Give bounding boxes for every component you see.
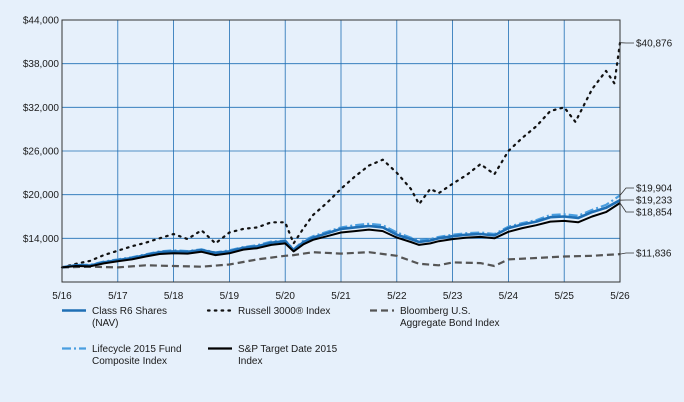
end-value-label: $18,854 [636,208,673,219]
legend: Class R6 Shares(NAV) Russell 3000® Index B… [62,306,500,367]
end-value-label: $40,876 [636,39,673,50]
x-tick-label: 5/24 [499,291,519,302]
legend-item: Russell 3000® Index [206,306,330,317]
y-tick-label: $14,000 [23,234,60,245]
legend-label: (NAV) [92,318,118,329]
legend-label: Bloomberg U.S. [400,306,471,317]
series-line [60,41,622,269]
x-tick-label: 5/19 [220,291,240,302]
legend-label: Composite Index [92,356,167,367]
x-tick-label: 5/17 [108,291,128,302]
grid [62,19,620,282]
x-tick-label: 5/26 [610,291,630,302]
y-tick-label: $20,000 [23,190,60,201]
legend-label: Index [238,356,262,367]
y-tick-label: $44,000 [23,16,60,27]
legend-label: S&P Target Date 2015 [238,344,338,355]
end-value-label: $19,233 [636,196,673,207]
y-axis-ticks: $14,000 $20,000 $26,000 $32,000 $38,000 $44,0… [23,16,60,245]
x-tick-label: 5/22 [387,291,407,302]
end-label-leader [619,202,634,213]
series-line [61,199,621,269]
legend-label: Aggregate Bond Index [400,318,500,329]
x-tick-label: 5/25 [554,291,574,302]
y-tick-label: $32,000 [23,103,60,114]
x-tick-label: 5/23 [443,291,463,302]
legend-label: Lifecycle 2015 Fund [92,344,182,355]
x-axis-ticks: 5/16 5/17 5/18 5/19 5/20 5/21 5/22 5/23 5/24 5/25… [52,291,630,302]
legend-item: Bloomberg U.S.Aggregate Bond Index [370,306,500,329]
series-line [61,202,621,269]
end-label-leader [619,252,634,255]
end-label-leader [619,187,634,196]
series-lines [60,41,622,269]
legend-item: Class R6 Shares(NAV) [62,306,167,329]
series-line [61,251,621,269]
x-tick-label: 5/20 [275,291,295,302]
legend-label: Russell 3000® Index [238,306,330,317]
plot-frame [61,19,621,283]
end-labels: $40,876 $19,904$19,233$18,854 $11,836 [619,39,673,260]
x-tick-label: 5/18 [164,291,184,302]
y-tick-label: $26,000 [23,147,60,158]
end-value-label: $11,836 [636,249,672,260]
legend-label: Class R6 Shares [92,306,167,317]
end-value-label: $19,904 [636,184,673,195]
x-tick-label: 5/16 [52,291,72,302]
series-line [61,194,621,269]
x-tick-label: 5/21 [331,291,351,302]
y-tick-label: $38,000 [23,59,60,70]
